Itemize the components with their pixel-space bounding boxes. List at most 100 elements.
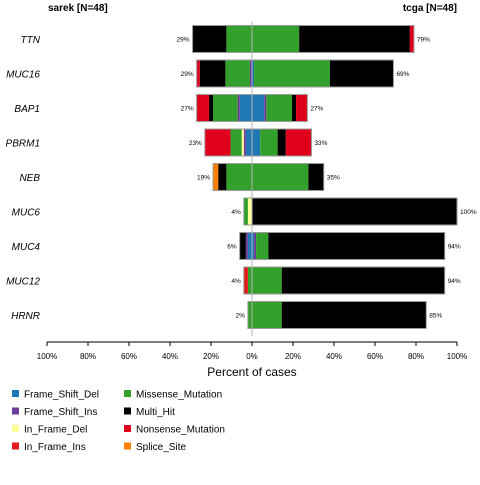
legend-label: In_Frame_Del (24, 425, 87, 436)
bar-segment-left (213, 163, 219, 191)
left-percent-label: 27% (181, 106, 194, 113)
x-tick-label: 80% (80, 352, 96, 361)
gene-label: HRNR (11, 311, 40, 322)
x-axis-title: Percent of cases (207, 365, 296, 379)
legend-label: In_Frame_Ins (24, 442, 86, 453)
bar-segment-right (277, 129, 286, 156)
bar-segment-right (254, 60, 330, 87)
gene-label: MUC16 (6, 70, 40, 81)
left-percent-label: 23% (189, 140, 202, 147)
bar-segment-left (208, 94, 214, 122)
legend-label: Frame_Shift_Ins (24, 407, 97, 418)
right-percent-label: 100% (460, 209, 477, 216)
left-cohort-label: sarek [N=48] (48, 3, 108, 14)
bar-segment-left (243, 267, 248, 294)
left-percent-label: 29% (181, 71, 194, 78)
legend-swatch (12, 425, 19, 432)
gene-label: MUC4 (12, 242, 41, 253)
x-tick-label: 100% (37, 352, 57, 361)
gene-label: TTN (21, 35, 41, 46)
legend-swatch (124, 390, 131, 397)
x-tick-label: 80% (408, 352, 424, 361)
bar-segment-left (247, 232, 252, 260)
bar-segment-left (204, 129, 231, 156)
legend-label: Multi_Hit (136, 407, 175, 418)
x-tick-label: 20% (203, 352, 219, 361)
x-tick-label: 40% (326, 352, 342, 361)
x-tick-label: 20% (285, 352, 301, 361)
bar-segment-left (241, 129, 244, 156)
bar-segment-left (245, 129, 252, 156)
bar-segment-right (252, 301, 282, 329)
bar-segment-right (252, 198, 457, 225)
bar-segment-left (243, 198, 248, 225)
right-percent-label: 33% (314, 140, 327, 147)
left-percent-label: 29% (177, 37, 190, 44)
left-percent-label: 4% (231, 278, 241, 285)
bar-segment-left (239, 232, 246, 260)
legend-label: Frame_Shift_Del (24, 390, 99, 401)
bar-segment-left (230, 129, 242, 156)
gene-label: BAP1 (14, 104, 40, 115)
bar-segment-left (192, 25, 227, 53)
bar-segment-left (247, 267, 252, 294)
gene-label: PBRM1 (6, 139, 40, 150)
bars-group: TTN 29% 79% MUC16 29% 69% BAP1 27% 27% PBRM1 23% 33… (6, 22, 477, 336)
legend-label: Missense_Mutation (136, 390, 222, 401)
bar-segment-right (291, 94, 297, 122)
bar-segment-right (281, 301, 427, 329)
legend-swatch (12, 442, 19, 450)
bar-segment-right (252, 129, 261, 156)
x-tick-label: 100% (447, 352, 467, 361)
bar-segment-left (249, 60, 252, 87)
bar-segment-right (281, 267, 445, 294)
bar-segment-right (329, 60, 394, 87)
bar-segment-right (252, 267, 282, 294)
bar-segment-left (239, 94, 252, 122)
bar-segment-left (226, 163, 252, 191)
gene-label: MUC12 (6, 277, 40, 288)
gene-label: MUC6 (12, 208, 41, 219)
right-percent-label: 35% (327, 175, 340, 182)
gene-label: NEB (19, 173, 40, 184)
x-tick-label: 0% (246, 352, 258, 361)
bar-segment-right (409, 25, 414, 53)
left-percent-label: 4% (231, 209, 241, 216)
bar-segment-left (237, 94, 240, 122)
legend-swatch (12, 390, 19, 397)
bar-segment-right (308, 163, 324, 191)
bar-segment-right (296, 94, 308, 122)
x-axis: 100% 80% 60% 40% 20% 0% 20% 40% 60% 80% 100% (37, 341, 467, 361)
bar-segment-left (199, 60, 226, 87)
bar-segment-right (285, 129, 312, 156)
right-percent-label: 27% (310, 106, 323, 113)
legend-swatch (12, 407, 19, 415)
x-tick-label: 60% (121, 352, 137, 361)
x-tick-label: 40% (162, 352, 178, 361)
right-percent-label: 79% (417, 37, 430, 44)
bar-segment-right (260, 129, 278, 156)
bar-segment-right (254, 232, 257, 260)
bar-segment-right (252, 163, 309, 191)
legend-label: Nonsense_Mutation (136, 425, 225, 436)
bar-segment-left (218, 163, 227, 191)
right-percent-label: 69% (396, 71, 409, 78)
left-percent-label: 19% (197, 175, 210, 182)
bar-segment-left (196, 94, 209, 122)
bar-segment-right (256, 232, 269, 260)
left-percent-label: 2% (235, 313, 245, 320)
legend-swatch (124, 442, 131, 450)
bar-segment-left (247, 301, 252, 329)
bar-segment-right (252, 232, 255, 260)
x-tick-label: 60% (367, 352, 383, 361)
right-percent-label: 85% (429, 313, 442, 320)
bar-segment-left (196, 60, 200, 87)
legend-label: Splice_Site (136, 442, 186, 453)
legend-swatch (124, 425, 131, 432)
bar-segment-left (247, 198, 252, 225)
right-percent-label: 94% (448, 278, 461, 285)
bar-segment-left (243, 129, 246, 156)
bar-segment-right (252, 25, 300, 53)
